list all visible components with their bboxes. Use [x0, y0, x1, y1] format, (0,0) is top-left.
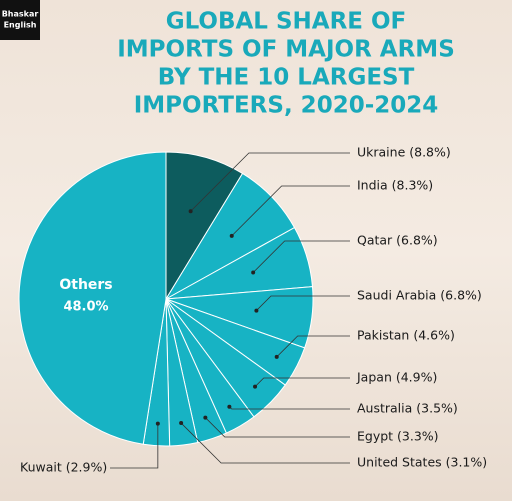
leader-line [205, 417, 350, 438]
leader-line [190, 152, 350, 212]
logo-text: English [4, 21, 37, 30]
data-label: Qatar (6.8%) [357, 233, 438, 248]
data-label: India (8.3%) [357, 178, 433, 193]
pie-slice [18, 151, 167, 445]
data-label: Ukraine (8.8%) [357, 145, 451, 160]
leader-line [256, 295, 350, 311]
category-label: Others [59, 277, 112, 293]
data-label: United States (3.1%) [357, 455, 487, 470]
leader-dot [254, 308, 259, 313]
leader-dot [227, 404, 232, 409]
chart-title: GLOBAL SHARE OF [166, 9, 407, 35]
chart-title: IMPORTERS, 2020-2024 [134, 93, 439, 119]
leader-dot [188, 209, 193, 214]
data-label: 48.0% [63, 300, 108, 315]
logo-text: Bhaskar [2, 10, 39, 19]
data-label: Japan (4.9%) [356, 370, 437, 385]
leader-dot [274, 354, 279, 359]
leader-line [180, 422, 350, 464]
leader-dot [179, 421, 184, 426]
leader-dot [155, 421, 160, 426]
leader-line [254, 377, 350, 387]
data-label: Pakistan (4.6%) [357, 328, 455, 343]
data-label: Saudi Arabia (6.8%) [357, 288, 482, 303]
data-label: Egypt (3.3%) [357, 429, 439, 444]
logo [0, 0, 40, 40]
leader-line [252, 240, 350, 273]
leader-dot [253, 384, 258, 389]
leader-line [276, 335, 350, 358]
data-label: Kuwait (2.9%) [20, 460, 107, 475]
leader-line [110, 423, 159, 469]
leader-dot [229, 233, 234, 238]
chart-title: IMPORTS OF MAJOR ARMS [117, 37, 455, 63]
leader-dot [251, 270, 256, 275]
chart-title: BY THE 10 LARGEST [158, 65, 415, 91]
data-label: Australia (3.5%) [357, 401, 458, 416]
leader-line [231, 185, 350, 237]
leader-dot [203, 415, 208, 420]
